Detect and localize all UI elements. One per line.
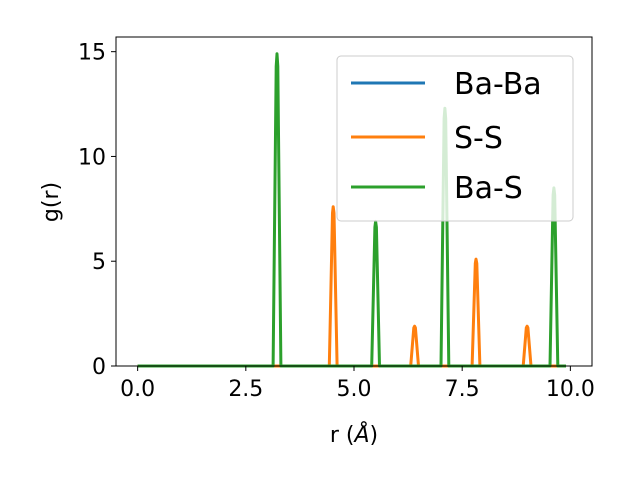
legend-box (336, 55, 574, 222)
x-axis-label: r (Å) (330, 421, 378, 448)
x-tick-label: 2.5 (228, 377, 263, 402)
x-axis-ticks: 0.0 2.5 5.0 7.5 10.0 (120, 366, 595, 402)
series-line-s-s (137, 205, 566, 368)
legend: Ba-Ba S-S Ba-S (336, 55, 574, 222)
legend-label-ba-s: Ba-S (454, 171, 523, 206)
y-tick-label: 5 (92, 250, 106, 275)
y-axis-ticks: 0 5 10 15 (78, 41, 116, 380)
y-axis-label: g(r) (39, 182, 64, 222)
y-tick-label: 15 (78, 41, 106, 66)
y-tick-label: 10 (78, 145, 106, 170)
x-tick-label: 0.0 (120, 377, 155, 402)
x-tick-label: 10.0 (546, 377, 595, 402)
x-tick-label: 5.0 (337, 377, 372, 402)
y-tick-label: 0 (92, 355, 106, 380)
x-tick-label: 7.5 (445, 377, 480, 402)
legend-label-s-s: S-S (454, 121, 503, 156)
legend-label-ba-ba: Ba-Ba (454, 67, 542, 102)
